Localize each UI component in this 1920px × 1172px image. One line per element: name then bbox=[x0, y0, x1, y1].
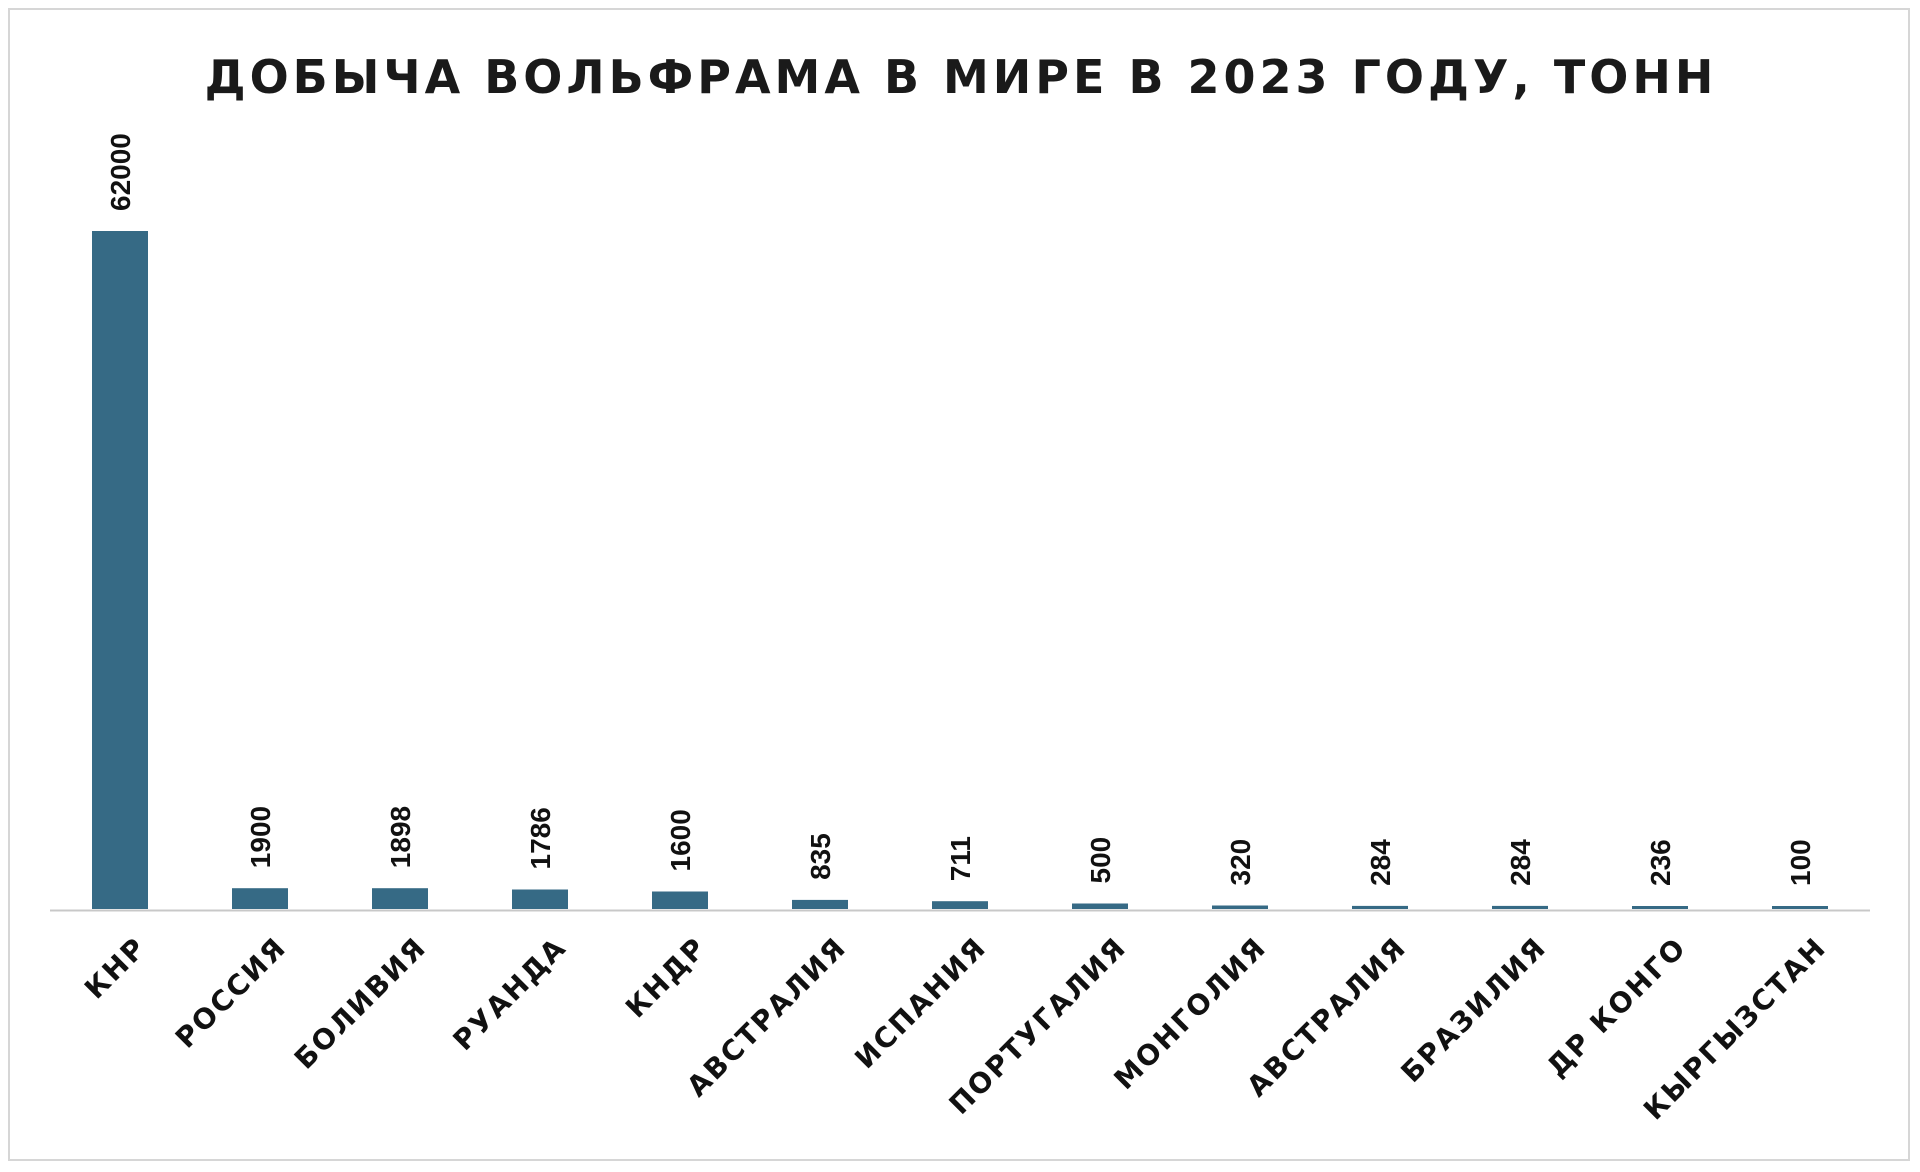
value-label-1: 1900 bbox=[245, 806, 276, 868]
bar-3 bbox=[512, 889, 568, 909]
value-label-2: 1898 bbox=[385, 806, 416, 868]
value-label-10: 284 bbox=[1505, 839, 1536, 886]
bar-11 bbox=[1632, 906, 1688, 909]
category-label-0: КНР bbox=[78, 931, 153, 1006]
value-label-0: 62000 bbox=[105, 133, 136, 211]
bar-0 bbox=[92, 231, 148, 909]
bar-6 bbox=[932, 901, 988, 909]
category-label-10: БРАЗИЛИЯ bbox=[1394, 931, 1552, 1089]
value-label-7: 500 bbox=[1085, 837, 1116, 884]
bar-5 bbox=[792, 899, 848, 909]
bar-1 bbox=[232, 888, 288, 909]
bar-7 bbox=[1072, 903, 1128, 909]
category-label-11: ДР КОНГО bbox=[1540, 931, 1693, 1084]
value-labels-layer: 62000 1900 1898 1786 1600 835 711 500 320 284 284 2… bbox=[105, 133, 1816, 886]
bar-9 bbox=[1352, 905, 1408, 909]
category-label-6: ИСПАНИЯ bbox=[848, 931, 993, 1076]
value-label-3: 1786 bbox=[525, 807, 556, 869]
bar-8 bbox=[1212, 905, 1268, 909]
bars-layer bbox=[92, 231, 1828, 909]
bar-12 bbox=[1772, 906, 1828, 909]
category-label-1: РОССИЯ bbox=[169, 931, 293, 1055]
value-label-5: 835 bbox=[805, 833, 836, 880]
chart-title: ДОБЫЧА ВОЛЬФРАМА В МИРЕ В 2023 ГОДУ, ТОН… bbox=[204, 50, 1718, 104]
bar-4 bbox=[652, 891, 708, 909]
category-label-3: РУАНДА bbox=[446, 931, 572, 1057]
value-label-11: 236 bbox=[1645, 839, 1676, 886]
bar-2 bbox=[372, 888, 428, 909]
value-label-9: 284 bbox=[1365, 839, 1396, 886]
bar-10 bbox=[1492, 905, 1548, 909]
category-label-4: КНДР bbox=[619, 931, 713, 1025]
value-label-6: 711 bbox=[945, 836, 976, 881]
chart-frame: ДОБЫЧА ВОЛЬФРАМА В МИРЕ В 2023 ГОДУ, ТОН… bbox=[8, 8, 1910, 1161]
value-label-8: 320 bbox=[1225, 839, 1256, 886]
category-label-2: БОЛИВИЯ bbox=[288, 931, 433, 1076]
value-label-4: 1600 bbox=[665, 809, 696, 871]
value-label-12: 100 bbox=[1785, 839, 1816, 886]
